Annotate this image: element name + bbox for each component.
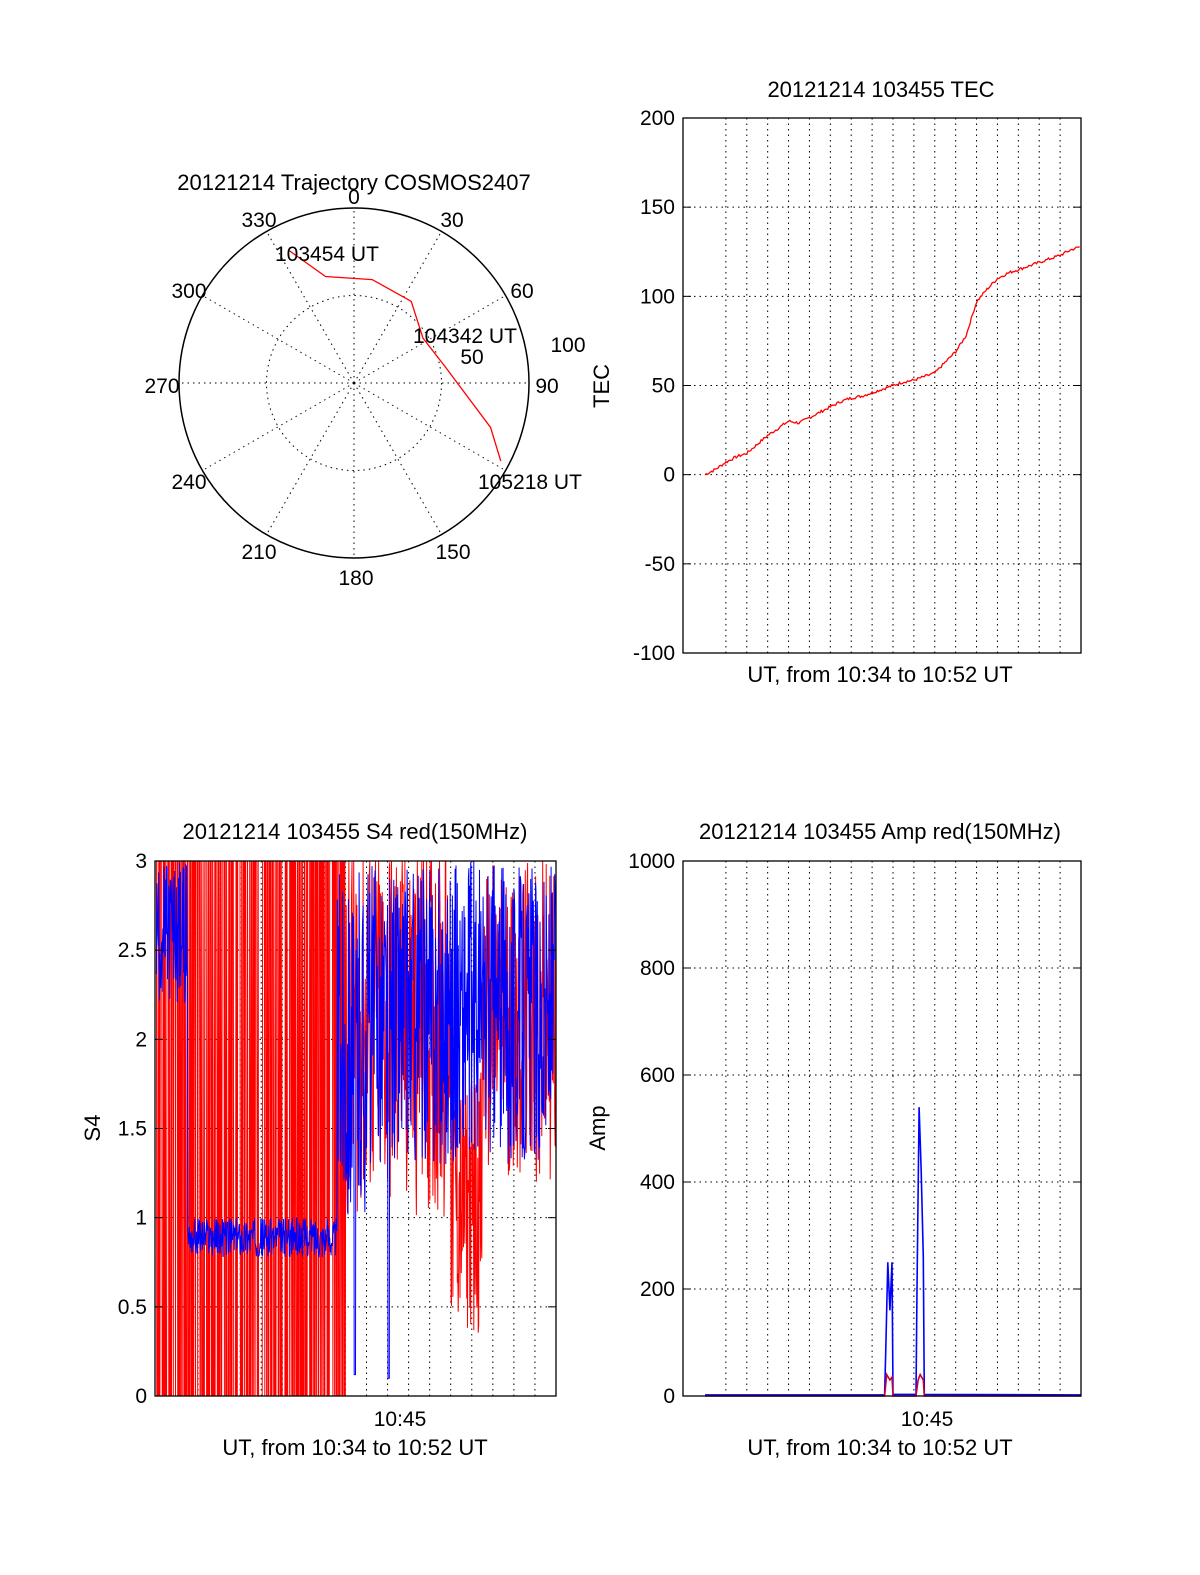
- amp-ytick-label: 600: [640, 1064, 675, 1087]
- tec-gridlines: [683, 118, 1081, 653]
- tec-xlabel: UT, from 10:34 to 10:52 UT: [747, 662, 1012, 687]
- azimuth-label-210: 210: [241, 541, 276, 564]
- tec-ytick-label: 100: [640, 285, 675, 308]
- polar-spoke-150: [353, 382, 442, 535]
- polar-title: 20121214 Trajectory COSMOS2407: [177, 170, 530, 195]
- azimuth-label-0: 0: [348, 186, 360, 209]
- tec-ytick-label: 200: [640, 107, 675, 130]
- amp-y-ticks: 0 200 400 600 800 1000: [628, 850, 1081, 1408]
- s4-ytick-label: 0: [135, 1385, 147, 1408]
- radial-label-100: 100: [550, 334, 585, 357]
- polar-spoke-120: [353, 382, 506, 471]
- amp-title: 20121214 103455 Amp red(150MHz): [699, 819, 1061, 844]
- s4-ytick-label: 2.5: [118, 939, 147, 962]
- azimuth-label-180: 180: [338, 567, 373, 590]
- polar-trajectory-line: [289, 250, 502, 462]
- tec-ytick-label: 0: [663, 464, 675, 487]
- tec-ylabel: TEC: [589, 364, 614, 408]
- s4-title: 20121214 103455 S4 red(150MHz): [183, 819, 528, 844]
- s4-ylabel: S4: [80, 1115, 105, 1142]
- s4-y-ticks: 0 0.5 1 1.5 2 2.5 3: [118, 850, 556, 1408]
- trajectory-mid-label: 104342 UT: [413, 325, 517, 348]
- polar-grid-circle-50: [266, 295, 442, 471]
- s4-xlabel: UT, from 10:34 to 10:52 UT: [222, 1435, 487, 1460]
- azimuth-label-300: 300: [171, 280, 206, 303]
- s4-ytick-label: 1: [135, 1207, 147, 1230]
- tec-title: 20121214 103455 TEC: [767, 77, 994, 102]
- azimuth-label-60: 60: [510, 280, 533, 303]
- azimuth-label-240: 240: [171, 471, 206, 494]
- azimuth-label-30: 30: [440, 209, 463, 232]
- s4-panel: 20121214 103455 S4 red(150MHz) 0 0.5 1 1.5 2…: [80, 819, 557, 1460]
- azimuth-label-270: 270: [144, 375, 179, 398]
- tec-ytick-label: 50: [652, 375, 675, 398]
- amp-xlabel: UT, from 10:34 to 10:52 UT: [747, 1435, 1012, 1460]
- tec-panel: 20121214 103455 TEC -100-50050100150200 …: [589, 77, 1082, 687]
- amp-ylabel: Amp: [585, 1105, 610, 1150]
- amp-xtick-label: 10:45: [901, 1408, 954, 1431]
- tec-series-line: [704, 246, 1080, 476]
- tec-y-ticks: -100 -50 0 50 100 150 200: [633, 107, 1081, 665]
- s4-ytick-label: 3: [135, 850, 147, 873]
- tec-ytick-label: -50: [645, 553, 675, 576]
- amp-panel: 20121214 103455 Amp red(150MHz) 0 200 400 6…: [585, 819, 1082, 1460]
- amp-ytick-label: 1000: [628, 850, 675, 873]
- polar-spoke-240: [202, 382, 355, 471]
- amp-blue-series-line: [705, 1107, 1082, 1396]
- tec-ytick-label: -100: [633, 642, 675, 665]
- amp-ytick-label: 200: [640, 1278, 675, 1301]
- trajectory-end-label: 105218 UT: [478, 471, 582, 494]
- azimuth-label-90: 90: [535, 375, 558, 398]
- s4-ytick-label: 2: [135, 1028, 147, 1051]
- s4-xtick-label: 10:45: [374, 1408, 427, 1431]
- amp-ytick-label: 0: [663, 1385, 675, 1408]
- s4-blue-series-line: [155, 861, 557, 1379]
- azimuth-label-330: 330: [241, 209, 276, 232]
- tec-ytick-label: 150: [640, 196, 675, 219]
- polar-grid: [179, 208, 529, 558]
- s4-ytick-label: 0.5: [118, 1296, 147, 1319]
- s4-ytick-label: 1.5: [118, 1118, 147, 1141]
- polar-outer-circle: [178, 207, 530, 559]
- polar-azimuth-labels: 0 30 60 90 150 180 210 240 270 300 330: [144, 186, 558, 590]
- azimuth-label-150: 150: [435, 541, 470, 564]
- amp-plot-frame: [682, 860, 1082, 1397]
- amp-gridlines: [683, 861, 1081, 1396]
- amp-ytick-label: 400: [640, 1171, 675, 1194]
- amp-ytick-label: 800: [640, 957, 675, 980]
- polar-spoke-210: [266, 382, 355, 535]
- radial-label-50: 50: [460, 346, 483, 369]
- polar-panel: 20121214 Trajectory COSMOS2407 0 30 60 9…: [144, 170, 585, 590]
- trajectory-start-label: 103454 UT: [275, 243, 379, 266]
